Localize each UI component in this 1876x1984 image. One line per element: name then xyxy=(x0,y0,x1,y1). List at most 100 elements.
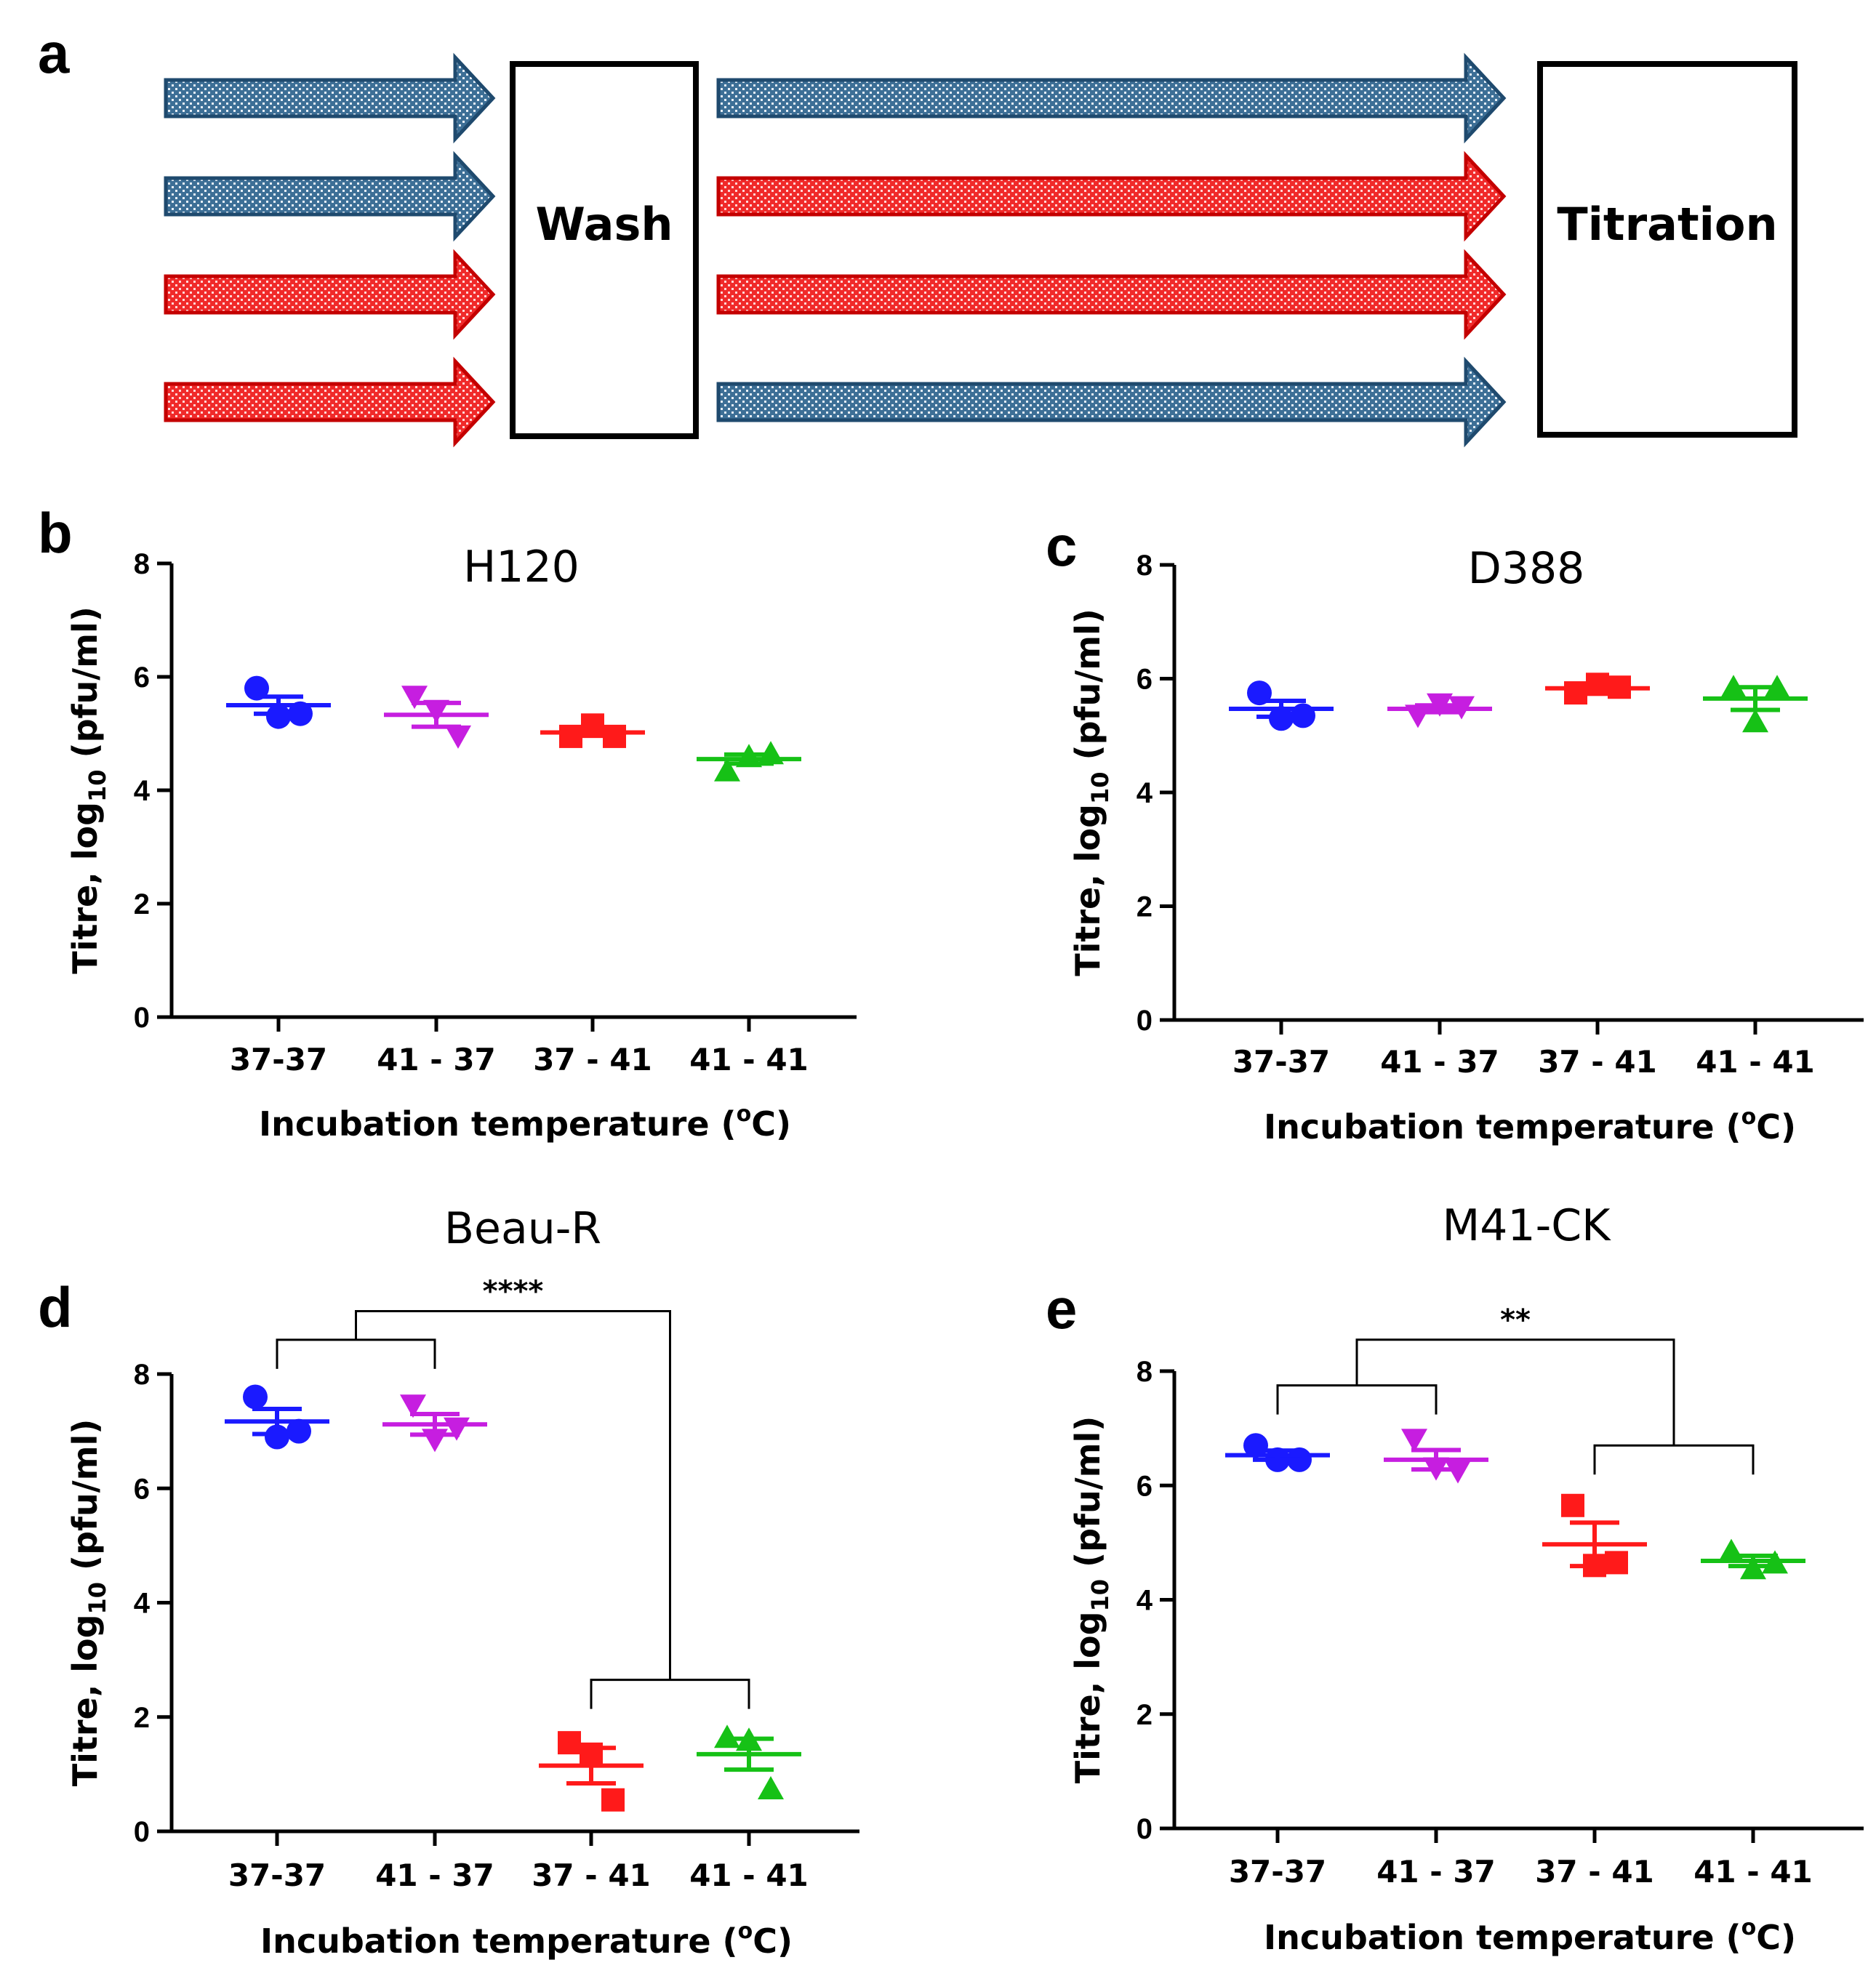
degree-sign: o xyxy=(738,1919,753,1944)
series-2 xyxy=(540,713,645,748)
x-axis-title: Incubation temperature (oC) xyxy=(1264,1915,1796,1957)
y-axis-title-subscript: 10 xyxy=(84,769,111,802)
y-axis-title: Titre, log10 (pfu/ml) xyxy=(1068,1416,1114,1784)
x-axis-title-unit: C) xyxy=(1756,1918,1796,1957)
significance-bracket: ** xyxy=(1276,1304,1755,1475)
y-tick-label: 6 xyxy=(1137,664,1153,696)
data-point xyxy=(244,675,269,701)
series-2 xyxy=(539,1731,644,1812)
data-point xyxy=(714,758,740,782)
degree-sign: o xyxy=(1741,1915,1757,1940)
data-point xyxy=(265,1424,289,1450)
x-tick-label: 41 - 41 xyxy=(1696,1044,1815,1080)
x-axis-title-text: Incubation temperature ( xyxy=(1264,1107,1741,1146)
pre-wash-arrows xyxy=(164,52,496,448)
y-tick-label: 6 xyxy=(1137,1470,1153,1502)
y-axis-title-subscript: 10 xyxy=(1086,771,1114,804)
series-0 xyxy=(1229,680,1334,731)
y-tick-label: 6 xyxy=(134,662,150,694)
y-axis-title-subscript: 10 xyxy=(84,1582,111,1615)
series-0 xyxy=(225,1384,329,1450)
series-3 xyxy=(1701,1538,1805,1580)
post-wash-arrows xyxy=(716,52,1507,448)
y-axis-title-unit: (pfu/ml) xyxy=(65,606,105,769)
arrow-before-blue xyxy=(164,150,496,242)
x-tick-label: 37-37 xyxy=(228,1858,326,1893)
data-point xyxy=(1445,1460,1471,1484)
x-axis-title: Incubation temperature (oC) xyxy=(1264,1104,1796,1146)
y-tick-label: 0 xyxy=(134,1002,150,1034)
series-1 xyxy=(382,1394,487,1453)
panel-letter: d xyxy=(38,1275,73,1339)
y-tick-label: 8 xyxy=(134,548,150,580)
bracket-right-pair xyxy=(1593,1444,1755,1475)
y-tick-label: 0 xyxy=(1137,1813,1153,1845)
x-tick-label: 37 - 41 xyxy=(533,1042,652,1077)
x-tick-label: 41 - 37 xyxy=(1376,1854,1496,1889)
panel-a-letter: a xyxy=(38,21,70,85)
y-tick-label: 8 xyxy=(1137,550,1153,582)
y-tick-label: 2 xyxy=(134,888,150,920)
series-2 xyxy=(1545,672,1650,705)
x-axis-title-text: Incubation temperature ( xyxy=(1264,1918,1741,1957)
y-tick-label: 2 xyxy=(134,1702,150,1734)
x-tick-label: 37 - 41 xyxy=(532,1858,651,1893)
x-tick-label: 41 - 37 xyxy=(1380,1044,1499,1080)
panel-d-beau-r-chart: d Beau-R 0 2 4 6 8 37-37 41 - 37 37 - 41 41 - 41 In… xyxy=(38,1203,859,1961)
y-axis-title-unit: (pfu/ml) xyxy=(1068,1416,1107,1579)
y-axis-title-text: Titre, log xyxy=(65,802,105,974)
titration-box xyxy=(1537,61,1797,438)
titration-label: Titration xyxy=(1557,198,1777,251)
series-3 xyxy=(697,1724,801,1800)
panel-b-h120-chart: b H120 0 2 4 6 8 37-37 41 - 37 37 - 41 41 - 41 Incu… xyxy=(38,501,857,1144)
y-axis-title-unit: (pfu/ml) xyxy=(65,1419,105,1582)
degree-sign: o xyxy=(737,1101,752,1127)
data-point xyxy=(401,686,428,710)
series-0 xyxy=(226,675,331,729)
data-point xyxy=(266,704,291,729)
data-point xyxy=(1605,1551,1628,1575)
y-axis-title-text: Titre, log xyxy=(1068,1611,1107,1783)
chart-title: M41-CK xyxy=(1442,1200,1611,1251)
data-point xyxy=(286,1418,311,1444)
arrow-before-red xyxy=(164,356,496,448)
y-tick-label: 2 xyxy=(1137,891,1153,923)
data-point xyxy=(758,1776,784,1800)
panel-a-schematic: a Wash Titration xyxy=(38,21,1797,448)
panel-e-m41-ck-chart: e M41-CK 0 2 4 6 8 37-37 41 - 37 37 - 41 41 - 41 In… xyxy=(1046,1200,1864,1957)
data-point xyxy=(1718,1538,1744,1562)
series-1 xyxy=(1387,693,1492,728)
y-tick-label: 4 xyxy=(1137,777,1153,809)
arrow-before-blue xyxy=(164,52,496,144)
series-1 xyxy=(384,686,489,749)
bracket-connector xyxy=(1355,1338,1675,1446)
x-axis-title-unit: C) xyxy=(753,1921,793,1961)
y-axis-title-text: Titre, log xyxy=(1068,804,1107,976)
significance-label: ** xyxy=(1500,1304,1531,1337)
x-axis-title-text: Incubation temperature ( xyxy=(260,1921,738,1961)
x-tick-label: 37-37 xyxy=(1232,1044,1330,1080)
data-point xyxy=(714,1724,740,1748)
panel-letter: b xyxy=(38,501,73,565)
series-2 xyxy=(1542,1493,1647,1578)
series-0 xyxy=(1225,1433,1330,1472)
x-axis-title-unit: C) xyxy=(1756,1107,1796,1146)
data-point xyxy=(1742,709,1768,733)
y-tick-label: 8 xyxy=(134,1359,150,1391)
data-point xyxy=(558,1731,581,1755)
panel-letter: c xyxy=(1046,514,1077,578)
y-tick-label: 0 xyxy=(134,1816,150,1848)
data-point xyxy=(445,725,471,749)
y-axis-title: Titre, log10 (pfu/ml) xyxy=(1068,609,1114,976)
arrow-after-blue xyxy=(716,52,1507,144)
wash-label: Wash xyxy=(535,198,673,251)
x-tick-label: 41 - 37 xyxy=(375,1858,494,1893)
series-3 xyxy=(697,741,801,782)
x-tick-label: 41 - 41 xyxy=(689,1858,809,1893)
x-tick-label: 41 - 41 xyxy=(1693,1854,1813,1889)
chart-title: Beau-R xyxy=(444,1203,601,1254)
x-axis-title: Incubation temperature (oC) xyxy=(260,1919,793,1961)
x-tick-label: 37 - 41 xyxy=(1538,1044,1657,1080)
bracket-left-pair xyxy=(276,1338,436,1369)
